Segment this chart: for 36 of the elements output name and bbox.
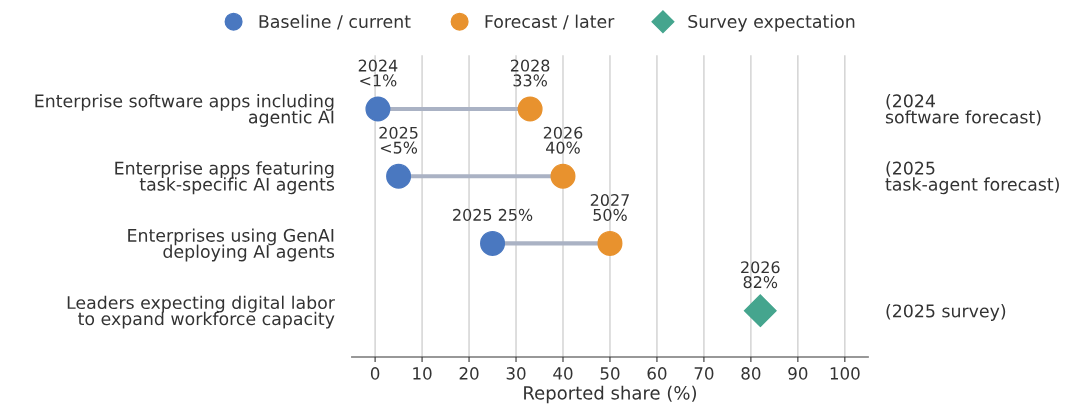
y-tick-label: Enterprise apps featuring task-specific AI agents <box>115 161 335 195</box>
legend-label: Baseline / current <box>259 14 411 30</box>
data-label: 2024 <1% <box>358 59 398 87</box>
x-tick-label: 40 <box>553 367 573 380</box>
point <box>480 230 506 256</box>
data-label: 2026 82% <box>741 261 780 289</box>
x-tick-label: 100 <box>830 367 860 380</box>
x-tick-label: 90 <box>788 367 808 380</box>
data-label: 2026 40% <box>543 126 583 154</box>
y-tick-label: Leaders expecting digital labor to expand workforce capacity <box>67 295 335 329</box>
y2-tick-label: (2025 task-agent forecast) <box>885 161 1059 195</box>
y2-tick-label: (2024 software forecast) <box>885 94 1041 126</box>
x-axis-title: Reported share (%) <box>524 385 697 404</box>
x-tick-label: 80 <box>741 367 761 380</box>
point <box>597 230 623 256</box>
point <box>365 96 391 122</box>
x-tick-label: 30 <box>506 367 526 380</box>
point <box>517 96 543 122</box>
data-label: 2025 25% <box>453 208 533 221</box>
y-tick-label: Enterprises using GenAI deploying AI agents <box>128 228 335 262</box>
data-label: 2028 33% <box>510 59 550 87</box>
x-tick-label: 60 <box>647 367 667 380</box>
x-tick-label: 0 <box>370 367 380 380</box>
x-tick-label: 70 <box>694 367 714 380</box>
x-tick-label: 20 <box>459 367 479 380</box>
point <box>743 294 777 328</box>
point <box>386 163 412 189</box>
point <box>550 163 576 189</box>
y-tick-label: Enterprise software apps including agentic AI <box>35 94 334 127</box>
x-tick-label: 10 <box>413 367 432 380</box>
legend-label: Survey expectation <box>688 14 855 32</box>
data-label: 2025 <5% <box>379 126 418 154</box>
data-label: 2027 50% <box>590 193 629 221</box>
y2-tick-label: (2025 survey) <box>886 304 1006 321</box>
legend-label: Forecast / later <box>485 14 615 30</box>
x-tick-label: 50 <box>600 367 620 380</box>
